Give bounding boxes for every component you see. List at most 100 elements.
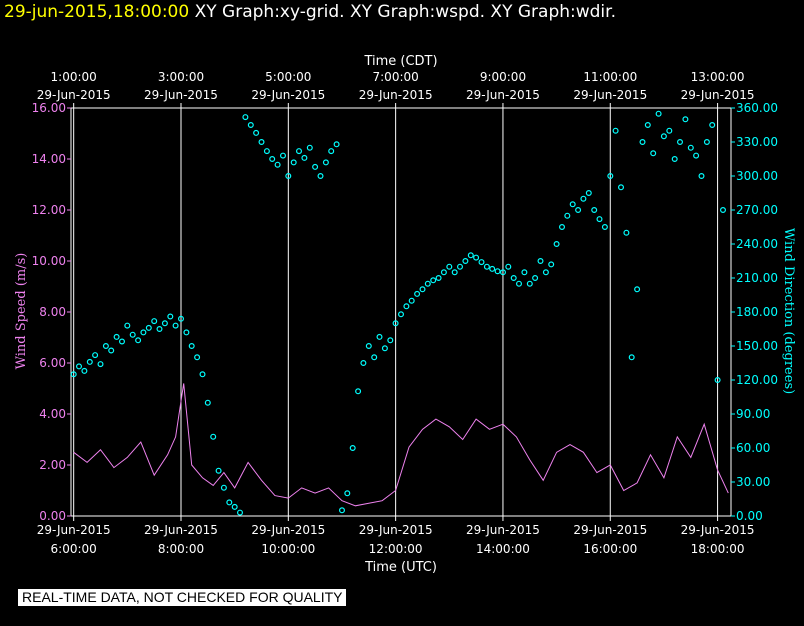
wind-direction-point bbox=[151, 318, 158, 325]
wind-direction-point bbox=[75, 363, 82, 370]
x-tick-label-date: 29-Jun-2015 bbox=[359, 523, 433, 537]
wind-speed-series bbox=[73, 383, 729, 507]
x-tick-label-time: 6:00:00 bbox=[51, 542, 97, 556]
y-right-tick-label: 150.00 bbox=[736, 339, 778, 353]
top-axis-label: Time (CDT) bbox=[363, 54, 437, 69]
wind-direction-point bbox=[558, 224, 565, 231]
wind-direction-point bbox=[178, 315, 185, 322]
x-tick-label-date: 29-Jun-2015 bbox=[251, 523, 325, 537]
x-tick-label-time: 12:00:00 bbox=[369, 542, 423, 556]
wind-direction-point bbox=[564, 212, 571, 219]
wind-direction-point bbox=[510, 275, 517, 282]
wind-direction-point bbox=[515, 280, 522, 287]
wind-direction-point bbox=[247, 121, 254, 128]
wind-direction-point bbox=[118, 338, 125, 345]
wind-direction-point bbox=[92, 352, 99, 359]
wind-direction-point bbox=[258, 139, 265, 146]
right-axis-label: Wind Direction (degrees) bbox=[781, 228, 796, 394]
wind-direction-point bbox=[108, 347, 115, 354]
wind-direction-point bbox=[505, 263, 512, 270]
wind-direction-point bbox=[365, 343, 372, 350]
wind-direction-point bbox=[414, 290, 421, 297]
wind-direction-point bbox=[494, 268, 501, 275]
y-right-tick-label: 60.00 bbox=[736, 441, 770, 455]
wind-direction-point bbox=[714, 377, 721, 384]
wind-direction-point bbox=[693, 152, 700, 159]
wind-direction-point bbox=[526, 280, 533, 287]
wind-direction-point bbox=[183, 329, 190, 336]
wind-direction-point bbox=[435, 275, 442, 282]
top-tick-label-time: 7:00:00 bbox=[373, 70, 419, 84]
wind-direction-point bbox=[634, 286, 641, 293]
wind-direction-point bbox=[682, 116, 689, 123]
wind-direction-point bbox=[226, 499, 233, 506]
x-tick-label-time: 16:00:00 bbox=[583, 542, 637, 556]
wind-direction-point bbox=[542, 269, 549, 276]
y-right-tick-label: 240.00 bbox=[736, 237, 778, 251]
wind-direction-point bbox=[585, 190, 592, 197]
wind-direction-point bbox=[220, 484, 227, 491]
top-tick-label-date: 29-Jun-2015 bbox=[466, 88, 540, 102]
wind-direction-point bbox=[660, 133, 667, 140]
y-right-tick-label: 210.00 bbox=[736, 271, 778, 285]
wind-direction-point bbox=[612, 127, 619, 134]
wind-direction-point bbox=[687, 144, 694, 151]
wind-direction-point bbox=[124, 322, 131, 329]
bottom-axis-label: Time (UTC) bbox=[364, 560, 437, 575]
x-tick-label-time: 18:00:00 bbox=[691, 542, 745, 556]
wind-direction-point bbox=[194, 354, 201, 361]
wind-direction-point bbox=[355, 388, 362, 395]
top-tick-label-time: 11:00:00 bbox=[583, 70, 637, 84]
wind-direction-point bbox=[102, 343, 109, 350]
y-left-tick-label: 12.00 bbox=[32, 203, 66, 217]
wind-direction-point bbox=[290, 159, 297, 166]
y-right-tick-label: 180.00 bbox=[736, 305, 778, 319]
wind-direction-point bbox=[129, 331, 136, 338]
wind-direction-point bbox=[467, 252, 474, 259]
wind-direction-point bbox=[285, 173, 292, 180]
wind-direction-point bbox=[188, 343, 195, 350]
wind-direction-point bbox=[703, 139, 710, 146]
wind-direction-point bbox=[253, 129, 260, 136]
chart-timestamp: 29-jun-2015,18:00:00 bbox=[4, 2, 190, 22]
y-left-tick-label: 2.00 bbox=[39, 458, 66, 472]
wind-direction-point bbox=[575, 207, 582, 214]
wind-direction-point bbox=[269, 156, 276, 163]
wind-direction-point bbox=[655, 110, 662, 117]
top-tick-label-time: 3:00:00 bbox=[158, 70, 204, 84]
wind-direction-point bbox=[349, 445, 356, 452]
x-tick-label-date: 29-Jun-2015 bbox=[37, 523, 111, 537]
left-axis-label: Wind Speed (m/s) bbox=[14, 253, 29, 370]
wind-direction-point bbox=[419, 286, 426, 293]
wind-direction-point bbox=[644, 121, 651, 128]
y-left-tick-label: 10.00 bbox=[32, 254, 66, 268]
wind-direction-point bbox=[204, 399, 211, 406]
wind-direction-point bbox=[537, 258, 544, 265]
wind-direction-point bbox=[617, 184, 624, 191]
wind-direction-point bbox=[371, 354, 378, 361]
top-tick-label-date: 29-Jun-2015 bbox=[681, 88, 755, 102]
wind-direction-point bbox=[280, 152, 287, 159]
x-tick-label-date: 29-Jun-2015 bbox=[681, 523, 755, 537]
top-tick-label-time: 5:00:00 bbox=[265, 70, 311, 84]
y-right-tick-label: 330.00 bbox=[736, 135, 778, 149]
wind-direction-point bbox=[457, 263, 464, 270]
wind-direction-point bbox=[145, 324, 152, 331]
wind-direction-point bbox=[215, 467, 222, 474]
wind-direction-point bbox=[623, 229, 630, 236]
wind-direction-point bbox=[500, 269, 507, 276]
top-tick-label-date: 29-Jun-2015 bbox=[251, 88, 325, 102]
y-right-tick-label: 0.00 bbox=[736, 509, 763, 523]
wind-direction-point bbox=[199, 371, 206, 378]
wind-direction-point bbox=[719, 207, 726, 214]
wind-direction-point bbox=[580, 195, 587, 202]
wind-direction-point bbox=[676, 139, 683, 146]
x-tick-label-time: 14:00:00 bbox=[476, 542, 530, 556]
wind-direction-point bbox=[553, 241, 560, 248]
wind-direction-point bbox=[344, 490, 351, 497]
wind-direction-point bbox=[172, 322, 179, 329]
wind-direction-point bbox=[387, 337, 394, 344]
y-left-tick-label: 16.00 bbox=[32, 101, 66, 115]
y-left-tick-label: 14.00 bbox=[32, 152, 66, 166]
